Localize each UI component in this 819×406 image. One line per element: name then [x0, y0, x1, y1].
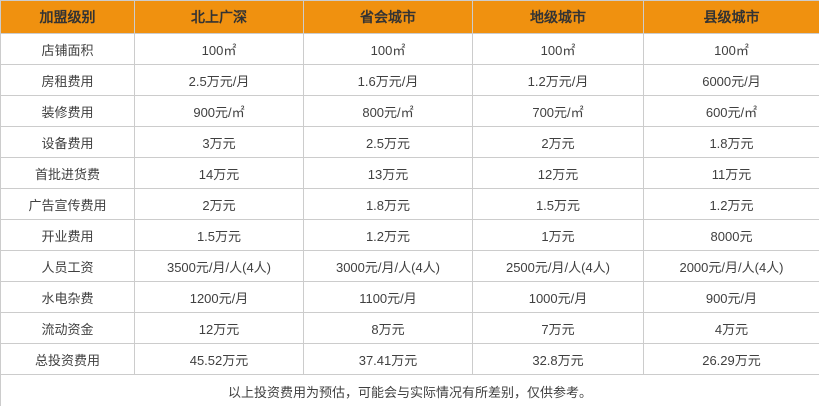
- table-row-initial-stock-cost: 首批进货费 14万元 13万元 12万元 11万元: [0, 157, 819, 189]
- value-cell: 2500元/月/人(4人): [472, 250, 644, 282]
- value-cell: 1.2万元: [303, 219, 473, 251]
- table-row-renovation-cost: 装修费用 900元/㎡ 800元/㎡ 700元/㎡ 600元/㎡: [0, 95, 819, 127]
- column-header-tier1-cities: 北上广深: [134, 0, 304, 34]
- value-cell: 1100元/月: [303, 281, 473, 313]
- value-cell: 1.5万元: [134, 219, 304, 251]
- footnote-row: 以上投资费用为预估，可能会与实际情况有所差别，仅供参考。: [0, 374, 819, 406]
- value-cell: 4万元: [643, 312, 819, 344]
- value-cell: 1.8万元: [303, 188, 473, 220]
- value-cell: 1万元: [472, 219, 644, 251]
- value-cell: 2万元: [134, 188, 304, 220]
- row-label: 广告宣传费用: [0, 188, 135, 220]
- value-cell: 2.5万元/月: [134, 64, 304, 96]
- column-header-county-cities: 县级城市: [643, 0, 819, 34]
- value-cell: 26.29万元: [643, 343, 819, 375]
- footnote-text: 以上投资费用为预估，可能会与实际情况有所差别，仅供参考。: [0, 374, 819, 406]
- row-label: 开业费用: [0, 219, 135, 251]
- column-header-level: 加盟级别: [0, 0, 135, 34]
- value-cell: 8万元: [303, 312, 473, 344]
- value-cell: 2.5万元: [303, 126, 473, 158]
- column-header-prefecture-cities: 地级城市: [472, 0, 644, 34]
- value-cell: 100㎡: [643, 33, 819, 65]
- table-row-utilities-cost: 水电杂费 1200元/月 1100元/月 1000元/月 900元/月: [0, 281, 819, 313]
- row-label: 总投资费用: [0, 343, 135, 375]
- value-cell: 1.2万元: [643, 188, 819, 220]
- table-row-rent-cost: 房租费用 2.5万元/月 1.6万元/月 1.2万元/月 6000元/月: [0, 64, 819, 96]
- value-cell: 100㎡: [303, 33, 473, 65]
- value-cell: 1000元/月: [472, 281, 644, 313]
- value-cell: 14万元: [134, 157, 304, 189]
- value-cell: 1.2万元/月: [472, 64, 644, 96]
- value-cell: 7万元: [472, 312, 644, 344]
- table-row-opening-cost: 开业费用 1.5万元 1.2万元 1万元 8000元: [0, 219, 819, 251]
- value-cell: 6000元/月: [643, 64, 819, 96]
- value-cell: 700元/㎡: [472, 95, 644, 127]
- row-label: 首批进货费: [0, 157, 135, 189]
- value-cell: 900元/月: [643, 281, 819, 313]
- table-row-working-capital: 流动资金 12万元 8万元 7万元 4万元: [0, 312, 819, 344]
- value-cell: 32.8万元: [472, 343, 644, 375]
- table-row-total-investment: 总投资费用 45.52万元 37.41万元 32.8万元 26.29万元: [0, 343, 819, 375]
- row-label: 房租费用: [0, 64, 135, 96]
- row-label: 人员工资: [0, 250, 135, 282]
- value-cell: 100㎡: [134, 33, 304, 65]
- row-label: 流动资金: [0, 312, 135, 344]
- value-cell: 3万元: [134, 126, 304, 158]
- value-cell: 2万元: [472, 126, 644, 158]
- column-header-capital-cities: 省会城市: [303, 0, 473, 34]
- value-cell: 100㎡: [472, 33, 644, 65]
- value-cell: 900元/㎡: [134, 95, 304, 127]
- value-cell: 3000元/月/人(4人): [303, 250, 473, 282]
- value-cell: 45.52万元: [134, 343, 304, 375]
- value-cell: 13万元: [303, 157, 473, 189]
- value-cell: 800元/㎡: [303, 95, 473, 127]
- table-row-advertising-cost: 广告宣传费用 2万元 1.8万元 1.5万元 1.2万元: [0, 188, 819, 220]
- value-cell: 3500元/月/人(4人): [134, 250, 304, 282]
- value-cell: 37.41万元: [303, 343, 473, 375]
- table-footer: 以上投资费用为预估，可能会与实际情况有所差别，仅供参考。: [0, 374, 819, 406]
- value-cell: 2000元/月/人(4人): [643, 250, 819, 282]
- value-cell: 12万元: [134, 312, 304, 344]
- value-cell: 1.5万元: [472, 188, 644, 220]
- value-cell: 11万元: [643, 157, 819, 189]
- value-cell: 600元/㎡: [643, 95, 819, 127]
- value-cell: 1200元/月: [134, 281, 304, 313]
- row-label: 店铺面积: [0, 33, 135, 65]
- value-cell: 1.8万元: [643, 126, 819, 158]
- row-label: 装修费用: [0, 95, 135, 127]
- table-row-equipment-cost: 设备费用 3万元 2.5万元 2万元 1.8万元: [0, 126, 819, 158]
- table-row-shop-area: 店铺面积 100㎡ 100㎡ 100㎡ 100㎡: [0, 33, 819, 65]
- value-cell: 12万元: [472, 157, 644, 189]
- table-header-row: 加盟级别 北上广深 省会城市 地级城市 县级城市: [0, 0, 819, 34]
- table-row-staff-wages: 人员工资 3500元/月/人(4人) 3000元/月/人(4人) 2500元/月…: [0, 250, 819, 282]
- row-label: 水电杂费: [0, 281, 135, 313]
- value-cell: 8000元: [643, 219, 819, 251]
- row-label: 设备费用: [0, 126, 135, 158]
- table-body: 店铺面积 100㎡ 100㎡ 100㎡ 100㎡ 房租费用 2.5万元/月 1.…: [0, 33, 819, 375]
- value-cell: 1.6万元/月: [303, 64, 473, 96]
